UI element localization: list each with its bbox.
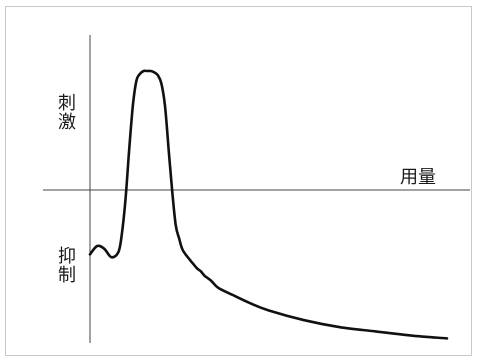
dose-response-curve xyxy=(88,69,449,340)
y-label-stimulation: 刺激 xyxy=(55,93,76,131)
x-label-dose: 用量 xyxy=(400,167,436,188)
y-label-inhibition: 抑制 xyxy=(55,246,76,284)
figure-frame xyxy=(5,6,472,356)
